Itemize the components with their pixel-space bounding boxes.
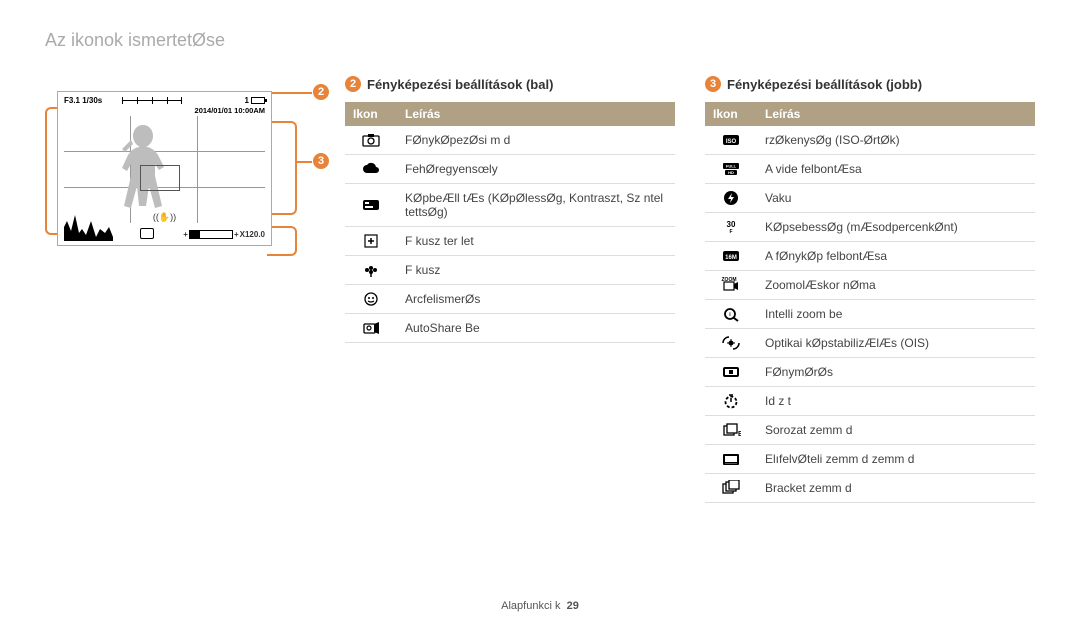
desc-cell: ArcfelismerØs (397, 285, 675, 314)
right-settings-column: 3 Fényképezési beállítások (jobb) Ikon L… (705, 76, 1035, 503)
table-row: ZOOM ZoomolÆskor nØma (705, 271, 1035, 300)
camera-screen: F3.1 1/30s 1 2014/01/01 10:00AM (57, 91, 272, 246)
desc-cell: Optikai kØpstabilizÆlÆs (OIS) (757, 329, 1035, 358)
table-row: FØnykØpezØsi m d (345, 126, 675, 155)
table-row: KØpbeÆll tÆs (KØpØlessØg, Kontraszt, Sz … (345, 184, 675, 227)
callout-2-badge: 2 (313, 84, 329, 100)
desc-cell: A vide felbontÆsa (757, 155, 1035, 184)
table-row: 30FKØpsebessØg (mÆsodpercenkØnt) (705, 213, 1035, 242)
izoom-icon: i (705, 300, 757, 329)
page-title: Az ikonok ismertetØse (45, 30, 1035, 51)
th-icon: Ikon (705, 102, 757, 126)
fstop-text: F3.1 1/30s (64, 96, 102, 105)
svg-text:ZOOM: ZOOM (722, 277, 737, 283)
desc-cell: ZoomolÆskor nØma (757, 271, 1035, 300)
table-row: FØnymØrØs (705, 358, 1035, 387)
svg-text:30: 30 (727, 220, 736, 229)
table-row: Optikai kØpstabilizÆlÆs (OIS) (705, 329, 1035, 358)
desc-cell: FØnymØrØs (757, 358, 1035, 387)
ois-icon (705, 329, 757, 358)
desc-cell: Sorozat zemm d (757, 416, 1035, 445)
table-row: B Sorozat zemm d (705, 416, 1035, 445)
right-settings-table: Ikon Leírás ISOrzØkenysØg (ISO-ØrtØk)FUL… (705, 102, 1035, 503)
table-row: ArcfelismerØs (345, 285, 675, 314)
desc-cell: AutoShare Be (397, 314, 675, 343)
svg-text:F: F (729, 229, 732, 235)
live-icon (705, 445, 757, 474)
meter-icon (345, 184, 397, 227)
callout-3-badge: 3 (313, 153, 329, 169)
footer: Alapfunkci k 29 (0, 600, 1080, 612)
section-2-title: Fényképezési beállítások (bal) (367, 77, 553, 92)
desc-cell: Intelli zoom be (757, 300, 1035, 329)
ev-bar (122, 97, 182, 104)
top-right-status: 1 (245, 96, 265, 105)
svg-text:i: i (729, 312, 731, 318)
desc-cell: F kusz ter let (397, 227, 675, 256)
flash-icon (705, 184, 757, 213)
fps-icon: 30F (705, 213, 757, 242)
desc-cell: rzØkenysØg (ISO-ØrtØk) (757, 126, 1035, 155)
table-row: Vaku (705, 184, 1035, 213)
left-settings-column: 2 Fényképezési beállítások (bal) Ikon Le… (345, 76, 675, 503)
svg-text:B: B (738, 431, 741, 438)
table-row: F kusz ter let (345, 227, 675, 256)
desc-cell: KØpsebessØg (mÆsodpercenkØnt) (757, 213, 1035, 242)
date-text: 2014/01/01 10:00AM (195, 106, 265, 115)
table-row: Bracket zemm d (705, 474, 1035, 503)
flower-icon (345, 256, 397, 285)
iso-icon: ISO (705, 126, 757, 155)
share-icon (345, 314, 397, 343)
desc-cell: Vaku (757, 184, 1035, 213)
table-row: 16M A fØnykØp felbontÆsa (705, 242, 1035, 271)
table-row: ISO rzØkenysØg (ISO-ØrtØk) (705, 126, 1035, 155)
section-3-badge: 3 (705, 76, 721, 92)
battery-icon (251, 97, 265, 104)
svg-text:16M: 16M (725, 255, 737, 261)
table-row: F kusz (345, 256, 675, 285)
section-3-title: Fényképezési beállítások (jobb) (727, 77, 922, 92)
callout-right-bracket (271, 121, 297, 215)
burst-icon: B (705, 416, 757, 445)
desc-cell: FØnykØpezØsi m d (397, 126, 675, 155)
desc-cell: FehØregyensœly (397, 155, 675, 184)
histogram-icon (64, 213, 116, 241)
cloud-icon (345, 155, 397, 184)
focus-box (140, 165, 180, 191)
section-2-badge: 2 (345, 76, 361, 92)
desc-cell: F kusz (397, 256, 675, 285)
svg-text:FULL: FULL (726, 164, 737, 169)
plus-icon (345, 227, 397, 256)
ev-icon (705, 358, 757, 387)
table-row: FehØregyensœly (345, 155, 675, 184)
table-row: FULLHDA vide felbontÆsa (705, 155, 1035, 184)
table-row: ElıfelvØteli zemm d zemm d (705, 445, 1035, 474)
desc-cell: ElıfelvØteli zemm d zemm d (757, 445, 1035, 474)
zoom-bar: ++ X120.0 (183, 230, 265, 239)
th-desc: Leírás (757, 102, 1035, 126)
bracket-icon (705, 474, 757, 503)
left-settings-table: Ikon Leírás FØnykØpezØsi m dFehØregyensœ… (345, 102, 675, 343)
desc-cell: KØpbeÆll tÆs (KØpØlessØg, Kontraszt, Sz … (397, 184, 675, 227)
stabilizer-icon: ((✋)) (153, 212, 176, 223)
mode-icon (345, 126, 397, 155)
timer-icon (705, 387, 757, 416)
table-row: AutoShare Be (345, 314, 675, 343)
th-icon: Ikon (345, 102, 397, 126)
res-icon: 16M (705, 242, 757, 271)
th-desc: Leírás (397, 102, 675, 126)
desc-cell: A fØnykØp felbontÆsa (757, 242, 1035, 271)
face-icon (345, 285, 397, 314)
fullhd-icon: FULLHD (705, 155, 757, 184)
desc-cell: Id z t (757, 387, 1035, 416)
zoom-icon: ZOOM (705, 271, 757, 300)
card-icon (140, 228, 154, 239)
svg-text:HD: HD (728, 170, 734, 175)
table-row: Id z t (705, 387, 1035, 416)
table-row: i Intelli zoom be (705, 300, 1035, 329)
svg-text:ISO: ISO (726, 139, 737, 145)
figure-column: 2 3 F3.1 1/30s (45, 76, 315, 503)
desc-cell: Bracket zemm d (757, 474, 1035, 503)
